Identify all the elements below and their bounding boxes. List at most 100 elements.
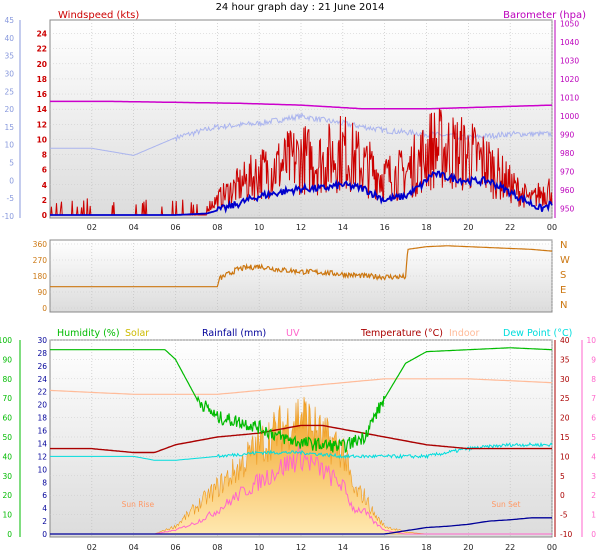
uv-tick-label: 7 bbox=[591, 394, 596, 403]
gust-scale-tick-label: 25 bbox=[4, 87, 14, 96]
humidity-tick-label: 60 bbox=[2, 414, 12, 423]
wind-tick-label: 10 bbox=[37, 135, 47, 144]
compass-label: S bbox=[560, 270, 566, 281]
temperature-tick-label: 20 bbox=[560, 414, 570, 423]
wind-tick-label: 20 bbox=[37, 60, 47, 69]
temperature-tick-label: 40 bbox=[560, 336, 570, 345]
x-tick-label: 10 bbox=[254, 223, 264, 232]
humidity-tick-label: 30 bbox=[2, 472, 12, 481]
series-dew-point bbox=[50, 441, 553, 461]
x-tick-label: 12 bbox=[296, 543, 306, 552]
wind-tick-label: 0 bbox=[42, 211, 47, 220]
humidity-tick-label: 80 bbox=[2, 375, 12, 384]
gust-scale-tick-label: -10 bbox=[2, 212, 14, 221]
x-tick-label: 10 bbox=[254, 543, 264, 552]
rainfall-tick-label: 22 bbox=[37, 388, 47, 397]
x-tick-label: 00 bbox=[547, 543, 557, 552]
rainfall-tick-label: 10 bbox=[37, 465, 47, 474]
gust-scale-tick-label: 15 bbox=[4, 123, 14, 132]
gust-scale-tick-label: 20 bbox=[4, 105, 14, 114]
temperature-tick-label: -5 bbox=[560, 511, 568, 520]
compass-label: N bbox=[560, 240, 567, 251]
humidity-tick-label: 70 bbox=[2, 394, 12, 403]
humidity-tick-label: 0 bbox=[7, 530, 12, 539]
uv-tick-label: 0 bbox=[591, 530, 596, 539]
rainfall-tick-label: 30 bbox=[37, 336, 47, 345]
uv-tick-label: 3 bbox=[591, 472, 596, 481]
barometer-tick-label: 1040 bbox=[560, 38, 579, 47]
temperature-tick-label: 15 bbox=[560, 433, 570, 442]
temperature-tick-label: 0 bbox=[560, 491, 565, 500]
legend-label: UV bbox=[286, 328, 300, 339]
legend-label: Humidity (%) bbox=[57, 328, 120, 339]
wind-tick-label: 18 bbox=[37, 75, 47, 84]
uv-tick-label: 6 bbox=[591, 414, 596, 423]
wind-tick-label: 12 bbox=[37, 120, 47, 129]
x-tick-label: 06 bbox=[170, 223, 180, 232]
sun-set-label: Sun Set bbox=[491, 500, 520, 509]
x-tick-label: 20 bbox=[463, 223, 473, 232]
humidity-tick-label: 40 bbox=[2, 452, 12, 461]
humidity-tick-label: 50 bbox=[2, 433, 12, 442]
x-tick-label: 14 bbox=[338, 543, 348, 552]
series-rainfall bbox=[50, 517, 552, 535]
uv-tick-label: 1 bbox=[591, 511, 596, 520]
uv-tick-label: 5 bbox=[591, 433, 596, 442]
gust-scale-tick-label: 35 bbox=[4, 52, 14, 61]
humidity-tick-label: 100 bbox=[0, 336, 12, 345]
barometer-tick-label: 970 bbox=[560, 168, 575, 177]
x-tick-label: 06 bbox=[170, 543, 180, 552]
legend-label: Rainfall (mm) bbox=[202, 328, 266, 339]
x-tick-label: 04 bbox=[129, 223, 139, 232]
rainfall-tick-label: 12 bbox=[37, 452, 47, 461]
temperature-tick-label: 10 bbox=[560, 452, 570, 461]
barometer-axis-label: Barometer (hpa) bbox=[503, 10, 586, 21]
temperature-tick-label: -10 bbox=[560, 530, 572, 539]
barometer-tick-label: 960 bbox=[560, 186, 575, 195]
series-indoor bbox=[49, 378, 553, 395]
uv-tick-label: 9 bbox=[591, 355, 596, 364]
rainfall-tick-label: 26 bbox=[37, 362, 47, 371]
uv-tick-label: 2 bbox=[591, 491, 596, 500]
wind-tick-label: 22 bbox=[37, 45, 47, 54]
gust-scale-tick-label: 5 bbox=[9, 159, 14, 168]
x-tick-label: 08 bbox=[212, 223, 222, 232]
temperature-tick-label: 30 bbox=[560, 375, 570, 384]
direction-tick-label: 270 bbox=[33, 256, 48, 265]
barometer-tick-label: 1050 bbox=[560, 20, 579, 29]
series-average-windspeed bbox=[50, 170, 553, 216]
series-humidity bbox=[50, 347, 552, 454]
rainfall-tick-label: 0 bbox=[42, 530, 47, 539]
wind-tick-label: 4 bbox=[42, 181, 47, 190]
rainfall-tick-label: 6 bbox=[42, 491, 47, 500]
rainfall-tick-label: 28 bbox=[37, 349, 47, 358]
barometer-tick-label: 1010 bbox=[560, 94, 579, 103]
humidity-tick-label: 10 bbox=[2, 511, 12, 520]
uv-tick-label: 8 bbox=[591, 375, 596, 384]
x-tick-label: 02 bbox=[87, 543, 97, 552]
direction-tick-label: 0 bbox=[42, 304, 47, 313]
gust-scale-tick-label: -5 bbox=[7, 194, 15, 203]
legend-label: Dew Point (°C) bbox=[503, 328, 572, 339]
x-tick-label: 02 bbox=[87, 223, 97, 232]
direction-tick-label: 90 bbox=[37, 288, 47, 297]
direction-tick-label: 360 bbox=[33, 240, 48, 249]
series-wind-direction bbox=[50, 245, 553, 288]
compass-label: N bbox=[560, 300, 567, 311]
rainfall-tick-label: 16 bbox=[37, 427, 47, 436]
x-tick-label: 22 bbox=[505, 543, 515, 552]
temperature-tick-label: 35 bbox=[560, 355, 570, 364]
uv-tick-label: 4 bbox=[591, 452, 596, 461]
compass-label: E bbox=[560, 285, 566, 296]
uv-tick-label: 10 bbox=[586, 336, 596, 345]
x-tick-label: 16 bbox=[380, 223, 390, 232]
x-tick-label: 08 bbox=[212, 543, 222, 552]
barometer-tick-label: 1030 bbox=[560, 57, 579, 66]
x-tick-label: 16 bbox=[380, 543, 390, 552]
gust-scale-tick-label: 45 bbox=[4, 16, 14, 25]
x-tick-label: 00 bbox=[547, 223, 557, 232]
temperature-tick-label: 5 bbox=[560, 472, 565, 481]
wind-tick-label: 6 bbox=[42, 166, 47, 175]
